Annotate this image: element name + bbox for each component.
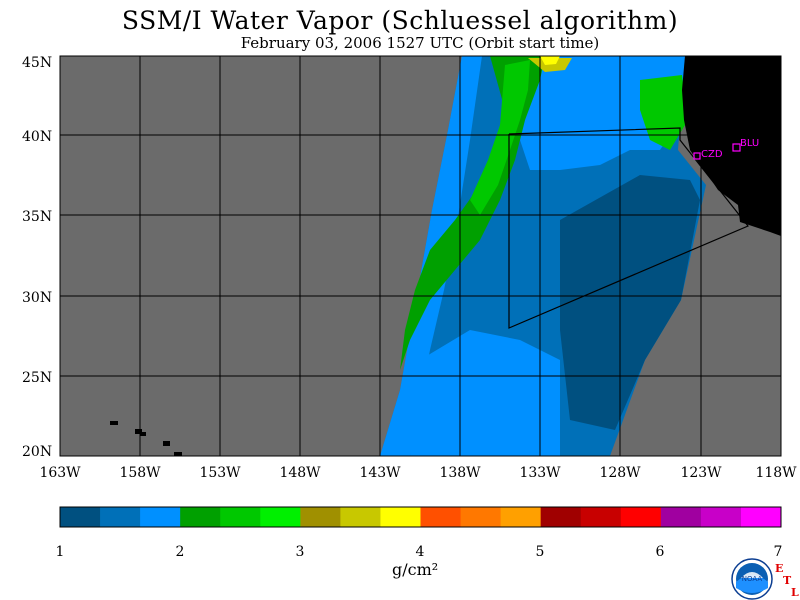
colorbar-segment [500, 507, 542, 527]
moisture-peak-bright [540, 56, 560, 65]
etl-letter: E [775, 562, 784, 575]
colorbar-segment [300, 507, 341, 527]
stations [693, 143, 741, 160]
lat-label: 40N [22, 129, 52, 145]
colorbar-ticks: 1 2 3 4 5 6 7 [56, 544, 783, 560]
colorbar-segment [420, 507, 462, 527]
colorbar-tick-label: 4 [416, 544, 425, 560]
lat-label: 45N [22, 55, 52, 71]
cross-section-outline [508, 127, 749, 329]
lon-label: 133W [519, 465, 561, 481]
station-blu-label: BLU [740, 138, 759, 149]
colorbar-segment [620, 507, 662, 527]
colorbar-segment [180, 507, 221, 527]
colorbar-segment [580, 507, 622, 527]
swath-layer [380, 56, 706, 456]
moisture-peak-yellow [528, 58, 572, 72]
lat-label: 25N [22, 370, 52, 386]
colorbar-unit: g/cm² [392, 560, 439, 579]
colorbar-segment [460, 507, 502, 527]
colorbar [60, 507, 782, 527]
colorbar-tick-label: 7 [774, 544, 783, 560]
lat-label: 35N [22, 209, 52, 225]
lon-labels: 163W 158W 153W 148W 143W 138W 133W 128W … [39, 465, 797, 481]
lon-label: 138W [439, 465, 481, 481]
noaa-logo-icon: NOAA [731, 558, 773, 600]
colorbar-segment [700, 507, 742, 527]
station-blu-marker [732, 143, 741, 152]
colorbar-border [59, 506, 782, 528]
map-title: SSM/I Water Vapor (Schluessel algorithm) [121, 6, 679, 35]
lon-label: 128W [599, 465, 641, 481]
lon-label: 158W [119, 465, 161, 481]
colorbar-segment [740, 507, 782, 527]
hawaii-islands [110, 421, 182, 456]
colorbar-segment [140, 507, 181, 527]
lon-label: 153W [199, 465, 241, 481]
colorbar-segment [60, 507, 101, 527]
colorbar-segment [260, 507, 301, 527]
colorbar-tick-label: 6 [656, 544, 665, 560]
etl-letter: T [783, 574, 792, 587]
etl-letter: L [791, 586, 799, 599]
colorbar-tick-label: 1 [56, 544, 65, 560]
swath-dark-blue [560, 175, 700, 430]
swath-bright-blue-south [410, 330, 560, 456]
map-grid [60, 56, 781, 456]
station-czd-marker [693, 152, 701, 160]
colorbar-segment [220, 507, 261, 527]
lon-label: 118W [755, 465, 797, 481]
map-border [59, 55, 782, 457]
lon-label: 143W [359, 465, 401, 481]
lat-label: 30N [22, 290, 52, 306]
colorbar-segment [660, 507, 702, 527]
land-california [682, 56, 781, 236]
lat-labels: 45N 40N 35N 30N 25N 20N [22, 55, 52, 460]
station-czd-label: CZD [701, 149, 723, 160]
lon-label: 123W [680, 465, 722, 481]
map-subtitle: February 03, 2006 1527 UTC (Orbit start … [240, 34, 600, 52]
lon-label: 148W [279, 465, 321, 481]
colorbar-tick-label: 2 [176, 544, 185, 560]
coastal-green [640, 75, 688, 150]
colorbar-segment [540, 507, 582, 527]
colorbar-segment [380, 507, 421, 527]
colorbar-segment [100, 507, 141, 527]
lat-label: 20N [22, 444, 52, 460]
colorbar-segment [340, 507, 381, 527]
svg-text:NOAA: NOAA [742, 575, 763, 583]
colorbar-tick-label: 3 [296, 544, 305, 560]
moisture-band-bright-green [470, 60, 530, 215]
colorbar-tick-label: 5 [536, 544, 545, 560]
lon-label: 163W [39, 465, 81, 481]
